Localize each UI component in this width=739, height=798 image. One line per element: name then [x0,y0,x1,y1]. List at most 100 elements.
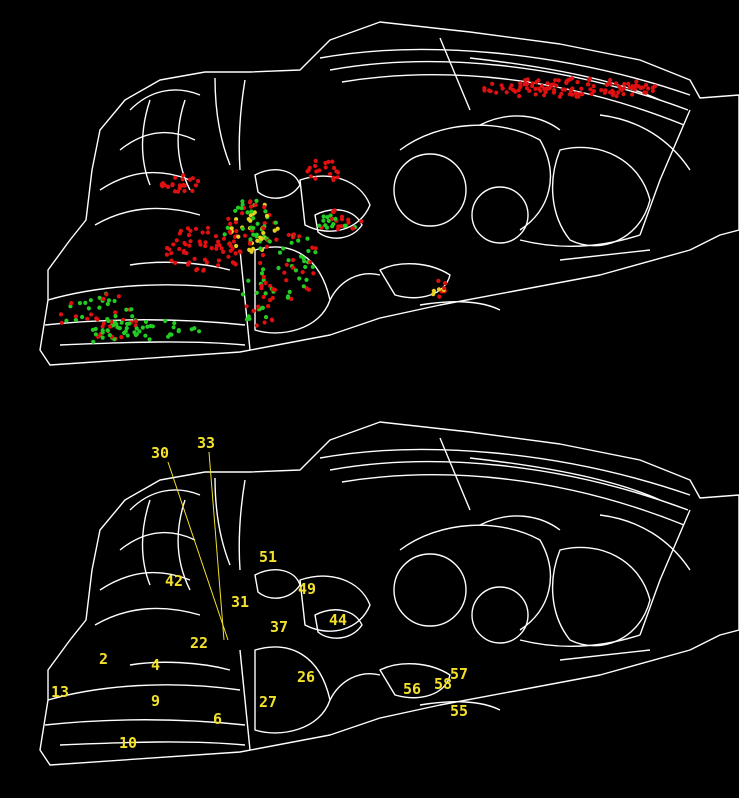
cell-marker [101,321,106,326]
cell-marker [88,298,93,303]
cell-marker [314,169,319,174]
region-label-42: 42 [165,572,183,590]
cell-marker [240,292,245,297]
cell-marker [140,325,145,330]
cell-marker [192,256,197,261]
cell-marker [323,165,328,170]
cell-marker [240,211,245,216]
cell-marker [565,78,570,83]
cell-marker [243,233,248,238]
cell-marker [350,226,355,231]
region-label-51: 51 [259,548,277,566]
cell-marker [284,262,289,267]
cell-marker [313,158,318,163]
cell-marker [335,175,340,180]
cell-marker [234,217,239,222]
cell-marker [289,296,294,301]
cell-marker [568,89,574,94]
cell-marker [359,219,364,224]
cell-marker [586,82,591,87]
cell-marker [490,81,495,86]
cell-marker [254,323,259,328]
cell-marker [579,86,584,91]
cell-marker [289,240,294,245]
cell-marker [310,245,315,250]
cell-marker [255,238,260,243]
cell-marker [588,87,593,92]
cell-marker [321,214,326,219]
leader-line-33 [208,451,225,641]
cell-marker [643,82,649,88]
cell-marker [124,307,129,312]
cell-marker [119,320,124,325]
cell-marker [333,216,338,221]
cell-marker [334,169,339,174]
cell-marker [277,250,283,255]
cell-marker [83,300,88,305]
cell-marker [117,326,122,331]
cell-marker [284,278,289,283]
region-label-55: 55 [450,702,468,720]
cell-marker [107,324,113,329]
cell-marker [143,333,148,338]
region-label-56: 56 [403,680,421,698]
cell-marker [538,88,543,93]
cell-marker [100,328,105,333]
cell-marker [240,202,245,207]
cell-marker [630,85,635,91]
region-label-9: 9 [151,692,160,710]
cell-marker [188,239,193,244]
cell-marker [254,290,259,295]
cell-marker [273,220,278,225]
cell-marker [68,304,73,309]
cell-marker [436,278,441,283]
cell-marker [293,268,298,273]
cell-marker [442,286,447,291]
cell-marker [313,163,318,169]
cell-marker [193,183,198,188]
cell-marker [109,319,114,324]
cell-marker [533,86,538,91]
cell-marker [227,229,232,234]
cell-marker [614,94,619,99]
top-panel [39,21,739,366]
cell-marker [500,86,505,91]
cell-marker [513,89,518,94]
cell-marker [543,89,548,95]
cell-marker [602,90,608,95]
cell-marker [231,239,236,244]
cell-marker [262,320,267,325]
cell-marker [643,90,649,95]
cell-marker [330,209,335,214]
cell-marker [184,251,189,256]
cell-marker [261,294,266,300]
cell-marker [113,314,118,319]
cell-marker [116,294,121,299]
cell-marker [105,301,110,307]
cell-marker [254,232,259,237]
cell-marker [346,217,351,222]
cell-marker [174,238,179,243]
cell-marker [58,312,64,317]
cell-marker [286,258,291,263]
cell-marker [221,249,226,254]
cell-marker [166,184,171,189]
cell-marker [219,246,224,251]
cell-marker [301,284,306,289]
cell-marker [326,159,331,164]
cell-marker [77,301,82,306]
cell-marker [443,281,448,286]
region-label-2: 2 [99,650,108,668]
cell-marker [171,242,176,247]
cell-marker [221,236,227,241]
cell-marker [202,257,208,262]
cell-marker [246,314,251,319]
region-label-44: 44 [329,611,347,629]
cell-marker [239,206,244,211]
cell-marker [633,83,639,88]
cell-marker [630,92,635,97]
cell-marker [328,213,333,218]
cell-marker [193,226,199,231]
cell-marker [225,225,230,230]
cell-marker [542,93,547,98]
